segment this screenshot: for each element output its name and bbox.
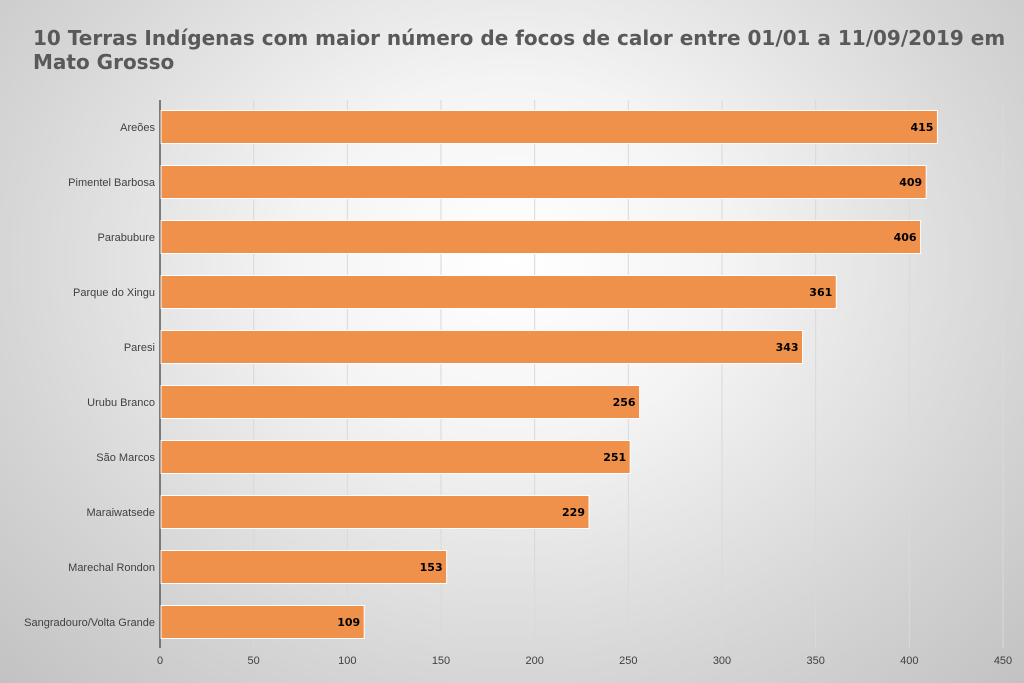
bar [160, 385, 641, 419]
bar [160, 165, 927, 199]
data-label: 229 [562, 506, 585, 519]
x-tick-label: 200 [525, 655, 543, 667]
data-label: 343 [776, 341, 799, 354]
x-tick-label: 400 [900, 655, 918, 667]
x-tick-label: 50 [248, 655, 260, 667]
category-label: Parque do Xingu [73, 287, 155, 299]
category-label: Urubu Branco [87, 397, 155, 409]
bar [160, 275, 837, 309]
category-label: Areões [120, 122, 155, 134]
bar [160, 550, 448, 584]
data-label: 256 [613, 396, 636, 409]
category-label: Marechal Rondon [68, 562, 155, 574]
category-label: Pimentel Barbosa [68, 177, 156, 189]
x-tick-label: 0 [157, 655, 163, 667]
data-label: 251 [603, 451, 626, 464]
data-label: 415 [910, 121, 933, 134]
bar-layer [160, 110, 938, 639]
data-label: 406 [894, 231, 917, 244]
x-tick-label: 300 [713, 655, 731, 667]
data-label: 153 [420, 561, 443, 574]
category-label: Maraiwatsede [87, 507, 155, 519]
category-label: Parabubure [98, 232, 156, 244]
data-label: 109 [337, 616, 360, 629]
label-layer: 0 50 100 150 200 250 300 350 400 450 Areões 415 Pime… [24, 121, 1012, 667]
x-tick-label: 350 [806, 655, 824, 667]
x-tick-label: 450 [994, 655, 1012, 667]
category-label: Sangradouro/Volta Grande [24, 617, 155, 629]
x-tick-label: 150 [432, 655, 450, 667]
bar [160, 605, 365, 639]
bar [160, 110, 938, 144]
data-label: 409 [899, 176, 922, 189]
data-label: 361 [809, 286, 832, 299]
bar [160, 495, 590, 529]
chart-title: 10 Terras Indígenas com maior número de … [33, 26, 1006, 74]
bar [160, 220, 922, 254]
category-label: Paresi [124, 342, 155, 354]
category-label: São Marcos [96, 452, 155, 464]
x-tick-label: 250 [619, 655, 637, 667]
bar [160, 440, 631, 474]
bar [160, 330, 804, 364]
x-tick-label: 100 [338, 655, 356, 667]
